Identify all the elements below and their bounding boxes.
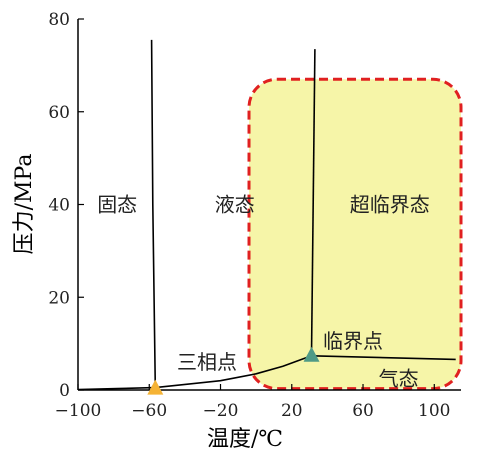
- critical-isochore-line: [310, 49, 316, 356]
- x-axis-label: 温度/℃: [207, 427, 283, 452]
- y-tick-group: 0 20 40 60 80: [48, 10, 84, 401]
- critical-point-marker: [303, 346, 320, 362]
- y-tick-label: 0: [59, 381, 70, 401]
- x-tick-label: −20: [203, 401, 239, 421]
- x-tick-group: −100 −60 −20 20 60 100: [55, 384, 451, 421]
- melting-line: [150, 39, 157, 388]
- sublimation-line: [77, 386, 156, 391]
- supercritical-highlight-box: [247, 77, 463, 391]
- x-tick-label: −100: [55, 401, 102, 421]
- liquid-label: 液态: [215, 193, 255, 217]
- triple-point-marker: [147, 379, 164, 395]
- y-tick-label: 80: [48, 10, 70, 30]
- x-tick-label: 60: [352, 401, 374, 421]
- phase-boundary-lines: [77, 39, 456, 391]
- critical-isobar-line: [311, 355, 456, 361]
- solid-label: 固态: [97, 193, 137, 217]
- triple-point-label: 三相点: [177, 350, 237, 374]
- x-tick-label: −60: [131, 401, 167, 421]
- y-tick-label: 60: [48, 103, 70, 123]
- special-points: 三相点 临界点: [147, 329, 383, 395]
- x-tick-label: 100: [418, 401, 450, 421]
- gas-label: 气态: [379, 366, 419, 390]
- x-tick-label: 20: [281, 401, 303, 421]
- y-axis-label: 压力/MPa: [12, 154, 37, 255]
- vaporization-line: [155, 355, 312, 389]
- y-tick-label: 20: [48, 288, 70, 308]
- supercritical-label: 超临界态: [350, 193, 430, 217]
- critical-point-label: 临界点: [323, 329, 383, 353]
- y-tick-label: 40: [48, 196, 70, 216]
